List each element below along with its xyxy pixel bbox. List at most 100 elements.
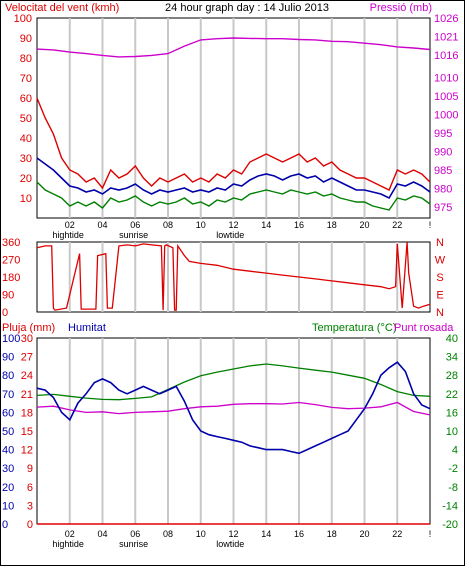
humidity-tick-label: 80 bbox=[2, 370, 14, 382]
wind-tick-label: 20 bbox=[20, 173, 32, 185]
hour-tick-label: 10 bbox=[196, 220, 206, 230]
compass-letter: W bbox=[435, 255, 446, 267]
direction-tick-label: 180 bbox=[2, 272, 20, 284]
rain-tick-label: 0 bbox=[27, 519, 33, 531]
wind-tick-label: 90 bbox=[20, 33, 32, 45]
hour-tick-label: 04 bbox=[97, 220, 107, 230]
compass-letter: N bbox=[436, 237, 444, 249]
pressure-tick-label: 990 bbox=[434, 146, 452, 158]
wind-minimum-line bbox=[36, 181, 431, 211]
rain-tick-label: 18 bbox=[21, 407, 33, 419]
hour-tick-label: 22 bbox=[392, 220, 402, 230]
temperature-tick-label: -2 bbox=[448, 463, 458, 475]
graph-title: 24 hour graph day : 14 Julio 2013 bbox=[165, 2, 329, 14]
pressure-tick-label: 980 bbox=[434, 183, 452, 195]
hour-tick-label: ! bbox=[429, 220, 432, 230]
pressure-tick-label: 1000 bbox=[434, 109, 458, 121]
humidity-tick-label: 70 bbox=[2, 389, 14, 401]
wind-tick-label: 40 bbox=[20, 133, 32, 145]
hour-tick-label: 02 bbox=[65, 529, 75, 539]
humidity-tick-label: 20 bbox=[2, 482, 14, 494]
hour-tick-label: 12 bbox=[228, 529, 238, 539]
compass-letter: N bbox=[436, 307, 444, 319]
wind-tick-label: 30 bbox=[20, 153, 32, 165]
direction-tick-label: 90 bbox=[2, 290, 14, 302]
temperature-tick-label: -8 bbox=[448, 482, 458, 494]
wind-tick-label: 10 bbox=[20, 193, 32, 205]
temperature-humidity-panel: 0 10 20 30 40 50 60 70 80 90 100 0 3 6 9 12 15 18 21 24 27 30… bbox=[2, 333, 458, 549]
event-label: hightide bbox=[52, 230, 84, 240]
rain-tick-label: 6 bbox=[27, 482, 33, 494]
pressure-tick-label: 1005 bbox=[434, 91, 458, 103]
pressure-tick-label: 1026 bbox=[434, 13, 458, 25]
rain-tick-label: 9 bbox=[27, 463, 33, 475]
humidity-tick-label: 30 bbox=[2, 463, 14, 475]
compass-letter: E bbox=[436, 290, 443, 302]
pressure-tick-label: 1016 bbox=[434, 50, 458, 62]
hour-tick-label: 04 bbox=[97, 529, 107, 539]
wind-tick-label: 70 bbox=[20, 73, 32, 85]
pressure-tick-label: 985 bbox=[434, 165, 452, 177]
temperature-tick-label: 16 bbox=[446, 407, 458, 419]
temperature-label: Temperatura (°C) bbox=[312, 322, 396, 334]
temperature-tick-label: 22 bbox=[446, 389, 458, 401]
temperature-tick-label: 40 bbox=[446, 333, 458, 345]
wind-tick-label: 80 bbox=[20, 53, 32, 65]
humidity-tick-label: 50 bbox=[2, 426, 14, 438]
event-label: lowtide bbox=[216, 230, 244, 240]
humidity-tick-label: 100 bbox=[2, 333, 20, 345]
pressure-tick-label: 1021 bbox=[434, 32, 458, 44]
temperature-tick-label: 10 bbox=[446, 426, 458, 438]
hour-tick-label: 16 bbox=[294, 220, 304, 230]
hour-tick-label: 16 bbox=[294, 529, 304, 539]
compass-letter: S bbox=[436, 272, 443, 284]
wind-pressure-panel: 10 20 30 40 50 60 70 80 90 100 975 980 985 990 995 1000… bbox=[14, 13, 459, 240]
humidity-tick-label: 10 bbox=[2, 500, 14, 512]
temperature-tick-label: 28 bbox=[446, 370, 458, 382]
wind-tick-label: 50 bbox=[20, 113, 32, 125]
event-label: hightide bbox=[52, 539, 84, 549]
wind-gust-line bbox=[36, 97, 431, 191]
event-label: sunrise bbox=[119, 230, 148, 240]
temperature-tick-label: -14 bbox=[442, 500, 458, 512]
direction-tick-label: 270 bbox=[2, 255, 20, 267]
hour-tick-label: 06 bbox=[130, 220, 140, 230]
direction-tick-label: 360 bbox=[2, 237, 20, 249]
direction-tick-label: 0 bbox=[2, 307, 8, 319]
temperature-tick-label: 34 bbox=[446, 352, 458, 364]
humidity-tick-label: 40 bbox=[2, 445, 14, 457]
humidity-tick-label: 60 bbox=[2, 407, 14, 419]
hour-tick-label: 18 bbox=[327, 529, 337, 539]
pressure-tick-label: 995 bbox=[434, 128, 452, 140]
humidity-tick-label: 90 bbox=[2, 352, 14, 364]
hour-tick-label: 10 bbox=[196, 529, 206, 539]
rain-tick-label: 27 bbox=[21, 352, 33, 364]
hour-tick-label: 18 bbox=[327, 220, 337, 230]
humidity-tick-label: 0 bbox=[2, 519, 8, 531]
pressure-title: Pressió (mb) bbox=[370, 2, 432, 14]
event-label: lowtide bbox=[216, 539, 244, 549]
wind-title: Velocitat del vent (kmh) bbox=[5, 2, 119, 14]
rain-tick-label: 3 bbox=[27, 500, 33, 512]
hour-tick-label: 08 bbox=[163, 529, 173, 539]
wind-tick-label: 60 bbox=[20, 93, 32, 105]
rain-tick-label: 15 bbox=[21, 426, 33, 438]
wind-tick-label: 100 bbox=[14, 13, 32, 25]
hour-tick-label: 20 bbox=[359, 529, 369, 539]
humidity-line bbox=[36, 361, 431, 455]
hour-tick-label: 20 bbox=[359, 220, 369, 230]
temperature-line bbox=[36, 363, 431, 401]
pressure-line bbox=[36, 37, 431, 58]
hour-tick-label: 06 bbox=[130, 529, 140, 539]
rain-tick-label: 24 bbox=[21, 370, 33, 382]
wind-direction-line bbox=[36, 241, 431, 311]
rain-tick-label: 12 bbox=[21, 445, 33, 457]
pressure-tick-label: 1010 bbox=[434, 72, 458, 84]
humidity-label: Humitat bbox=[68, 322, 106, 334]
hour-tick-label: 22 bbox=[392, 529, 402, 539]
temperature-tick-label: 4 bbox=[452, 445, 458, 457]
dewpoint-label: Punt rosada bbox=[394, 322, 454, 334]
hour-tick-label: 12 bbox=[228, 220, 238, 230]
